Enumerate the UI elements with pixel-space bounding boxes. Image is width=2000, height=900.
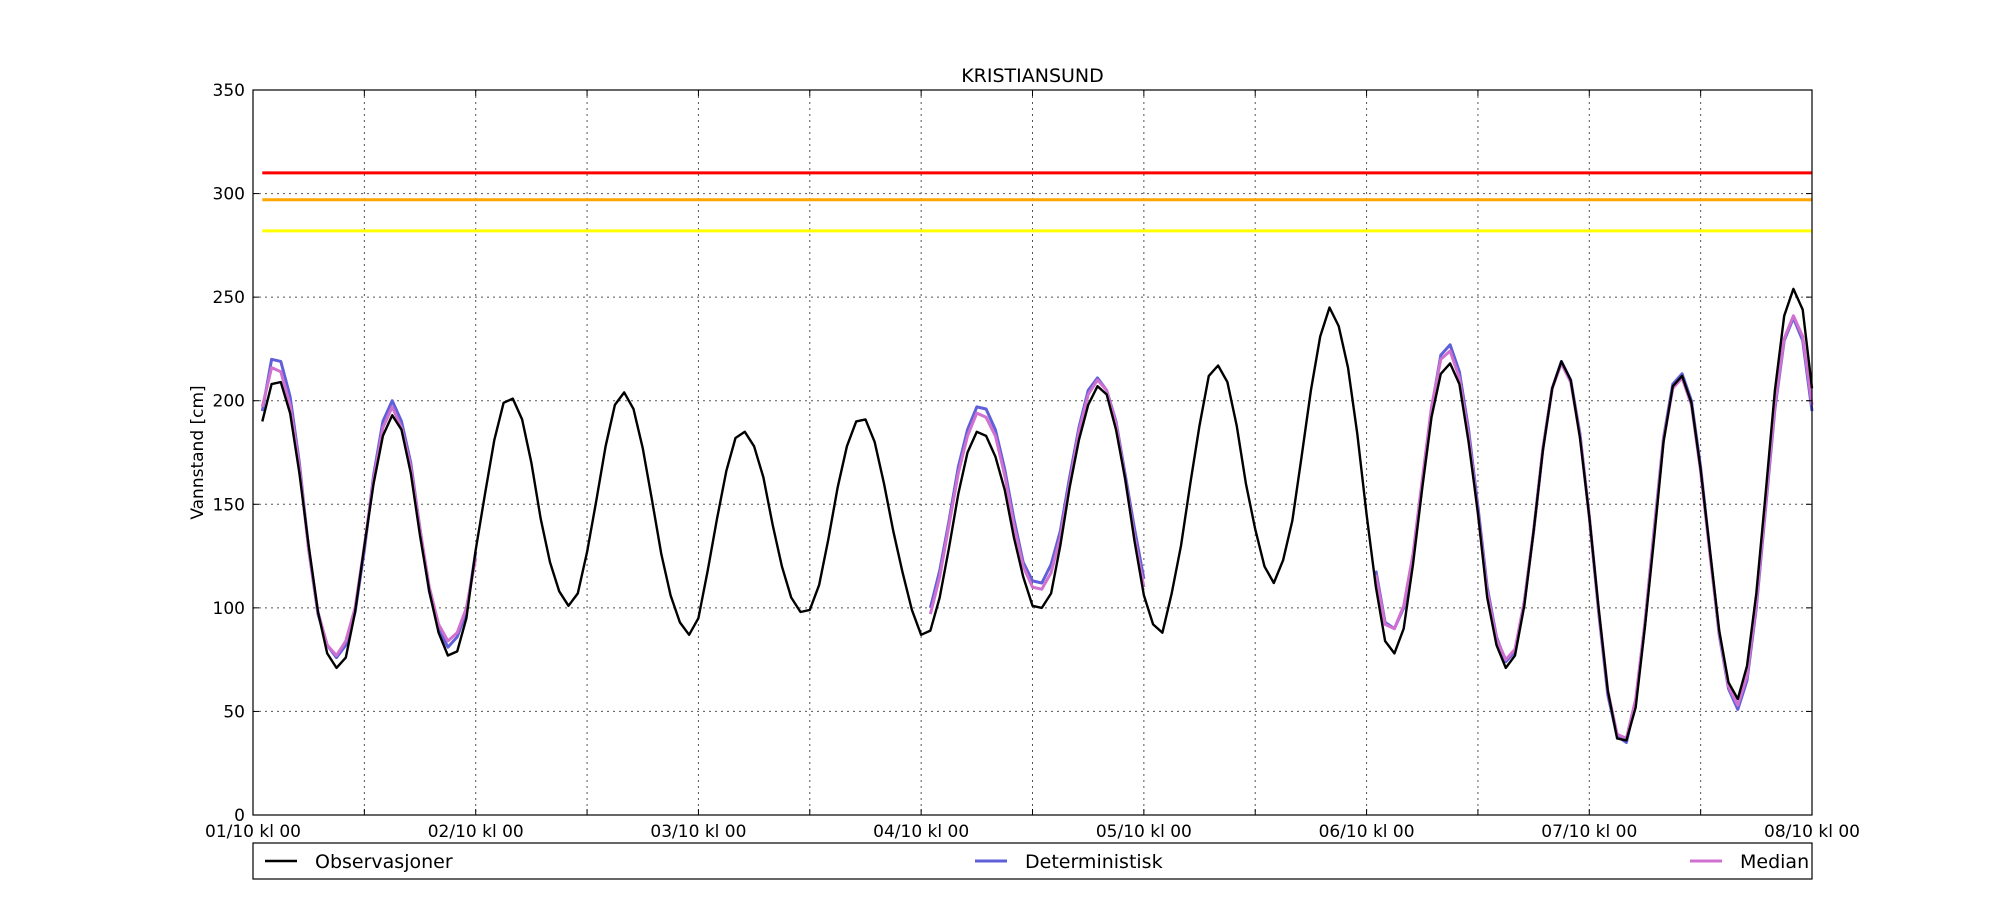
y-tick-label: 350 — [213, 81, 245, 101]
x-tick-label: 06/10 kl 00 — [1319, 822, 1415, 842]
x-tick-label: 04/10 kl 00 — [873, 822, 969, 842]
axis-ticks: 0 50 100 150 200 250 300 350 01/10 kl 00 02/10 kl… — [205, 81, 1860, 842]
y-tick-label: 250 — [213, 288, 245, 308]
legend-label: Deterministisk — [1025, 851, 1163, 873]
series-line-observasjoner — [261, 287, 1814, 742]
legend-frame — [252, 842, 1813, 880]
y-tick-label: 300 — [213, 185, 245, 205]
x-tick-label: 01/10 kl 00 — [205, 822, 301, 842]
y-tick-label: 200 — [213, 392, 245, 412]
threshold-lines — [262, 171, 1812, 233]
y-tick-label: 0 — [234, 806, 245, 826]
x-tick-label: 08/10 kl 00 — [1764, 822, 1860, 842]
series-lines — [260, 287, 1814, 744]
y-tick-label: 50 — [223, 702, 245, 722]
legend: Observasjoner Deterministisk Median — [252, 842, 1813, 880]
x-tick-label: 02/10 kl 00 — [428, 822, 524, 842]
legend-label: Median — [1740, 851, 1809, 873]
legend-label: Observasjoner — [315, 851, 453, 873]
y-tick-label: 150 — [213, 495, 245, 515]
x-tick-label: 03/10 kl 00 — [650, 822, 746, 842]
y-axis-title: Vannstand [cm] — [188, 385, 208, 519]
x-tick-label: 05/10 kl 00 — [1096, 822, 1192, 842]
chart-title: KRISTIANSUND — [961, 65, 1104, 87]
y-tick-label: 100 — [213, 599, 245, 619]
x-tick-label: 07/10 kl 00 — [1541, 822, 1637, 842]
